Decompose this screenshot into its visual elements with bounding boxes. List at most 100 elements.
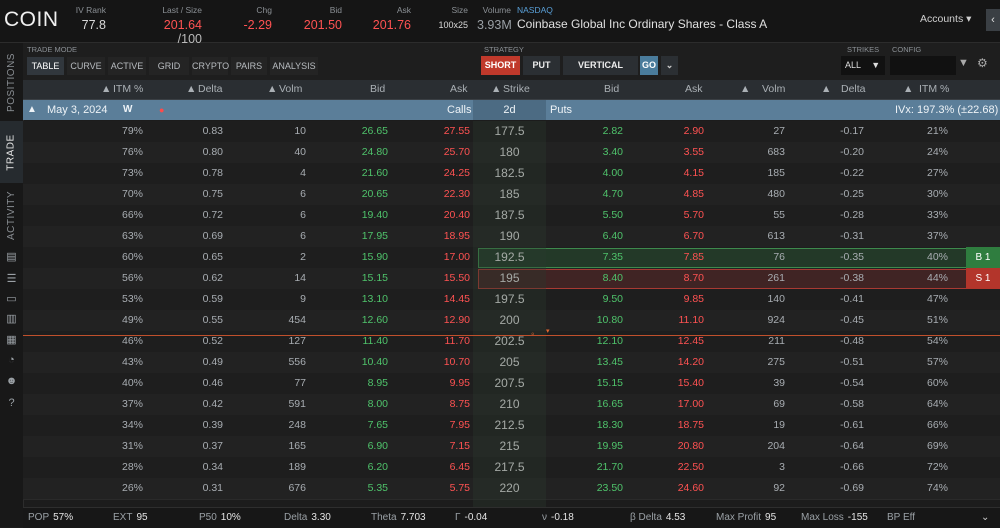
- p-bid-cell[interactable]: 2.82: [602, 125, 623, 137]
- c-bid-cell[interactable]: 21.60: [361, 167, 388, 179]
- c-bid-cell[interactable]: 8.95: [367, 377, 388, 389]
- filter-icon[interactable]: ▼: [958, 57, 969, 69]
- p-ask-cell[interactable]: 12.45: [677, 335, 704, 347]
- p-bid-cell[interactable]: 15.15: [596, 377, 623, 389]
- col-put-bid[interactable]: Bid: [604, 83, 620, 95]
- go-button[interactable]: GO: [640, 56, 658, 75]
- p-ask-cell[interactable]: 6.70: [683, 230, 704, 242]
- p-ask-cell[interactable]: 15.40: [677, 377, 704, 389]
- c-bid-cell[interactable]: 24.80: [361, 146, 388, 158]
- c-bid-cell[interactable]: 7.65: [367, 419, 388, 431]
- p-bid-cell[interactable]: 6.40: [602, 230, 623, 242]
- gear-icon[interactable]: ⚙: [977, 56, 988, 70]
- chart-icon[interactable]: ▥: [6, 313, 17, 325]
- p-bid-cell[interactable]: 23.50: [596, 482, 623, 494]
- expiration-row[interactable]: ▲ May 3, 2024 W ● Calls 2d Puts IVx: 197…: [23, 100, 1000, 120]
- p-bid-cell[interactable]: 3.40: [602, 146, 623, 158]
- col-put-ask[interactable]: Ask: [685, 83, 703, 95]
- strike-cell[interactable]: 202.5: [494, 334, 525, 348]
- p-bid-cell[interactable]: 4.70: [602, 188, 623, 200]
- c-ask-cell[interactable]: 7.95: [449, 419, 470, 431]
- clock-icon[interactable]: ◔: [8, 354, 15, 366]
- p-ask-cell[interactable]: 7.85: [683, 251, 704, 263]
- col-call-volm[interactable]: Volm: [279, 83, 303, 95]
- c-bid-cell[interactable]: 15.90: [361, 251, 388, 263]
- rail-tab-trade[interactable]: TRADE: [0, 121, 23, 183]
- col-put-volm[interactable]: Volm: [762, 83, 786, 95]
- c-ask-cell[interactable]: 15.50: [443, 272, 470, 284]
- c-ask-cell[interactable]: 22.30: [443, 188, 470, 200]
- config-input[interactable]: [890, 56, 956, 75]
- p-bid-cell[interactable]: 9.50: [602, 293, 623, 305]
- strike-cell[interactable]: 182.5: [494, 166, 525, 180]
- ticker-symbol[interactable]: COIN: [4, 8, 59, 31]
- c-bid-cell[interactable]: 17.95: [361, 230, 388, 242]
- p-bid-cell[interactable]: 7.35: [602, 251, 623, 263]
- p-bid-cell[interactable]: 8.40: [602, 272, 623, 284]
- p-ask-cell[interactable]: 8.70: [683, 272, 704, 284]
- strike-cell[interactable]: 207.5: [494, 376, 525, 390]
- c-bid-cell[interactable]: 5.35: [367, 482, 388, 494]
- c-ask-cell[interactable]: 24.25: [443, 167, 470, 179]
- p-ask-cell[interactable]: 24.60: [677, 482, 704, 494]
- p-bid-cell[interactable]: 12.10: [596, 335, 623, 347]
- c-ask-cell[interactable]: 11.70: [444, 335, 471, 347]
- col-call-bid[interactable]: Bid: [370, 83, 386, 95]
- strike-cell[interactable]: 187.5: [494, 208, 525, 222]
- accounts-menu[interactable]: Accounts ▾: [920, 13, 971, 25]
- col-put-delta[interactable]: Delta: [841, 83, 866, 95]
- c-bid-cell[interactable]: 8.00: [367, 398, 388, 410]
- list-icon[interactable]: ☰: [6, 273, 17, 285]
- p-ask-cell[interactable]: 4.15: [683, 167, 704, 179]
- put-button[interactable]: PUT: [523, 56, 560, 75]
- p-ask-cell[interactable]: 9.85: [683, 293, 704, 305]
- tab-curve[interactable]: CURVE: [67, 57, 105, 75]
- strike-cell[interactable]: 197.5: [494, 292, 525, 306]
- p-ask-cell[interactable]: 3.55: [683, 146, 704, 158]
- c-bid-cell[interactable]: 19.40: [361, 209, 388, 221]
- tab-active[interactable]: ACTIVE: [108, 57, 146, 75]
- c-ask-cell[interactable]: 9.95: [449, 377, 470, 389]
- window-icon[interactable]: ▭: [6, 293, 17, 305]
- c-bid-cell[interactable]: 20.65: [361, 188, 388, 200]
- c-ask-cell[interactable]: 12.90: [443, 314, 470, 326]
- p-bid-cell[interactable]: 21.70: [596, 461, 623, 473]
- tab-table[interactable]: TABLE: [27, 57, 64, 75]
- c-ask-cell[interactable]: 6.45: [449, 461, 470, 473]
- strike-cell[interactable]: 190: [499, 229, 520, 243]
- strike-cell[interactable]: 217.5: [494, 460, 525, 474]
- p-bid-cell[interactable]: 5.50: [602, 209, 623, 221]
- c-ask-cell[interactable]: 27.55: [443, 125, 470, 137]
- strike-cell[interactable]: 215: [499, 439, 520, 453]
- users-icon[interactable]: ☻: [5, 375, 18, 387]
- c-ask-cell[interactable]: 18.95: [443, 230, 470, 242]
- strike-cell[interactable]: 195: [499, 271, 520, 285]
- strike-cell[interactable]: 210: [499, 397, 520, 411]
- c-bid-cell[interactable]: 12.60: [361, 314, 388, 326]
- rail-tab-activity[interactable]: ACTIVITY: [0, 183, 23, 247]
- help-icon[interactable]: ?: [8, 397, 15, 409]
- strikes-select[interactable]: ALL ▼: [841, 56, 885, 75]
- c-ask-cell[interactable]: 5.75: [449, 482, 470, 494]
- p-bid-cell[interactable]: 18.30: [596, 419, 623, 431]
- p-bid-cell[interactable]: 10.80: [596, 314, 623, 326]
- rail-tab-positions[interactable]: POSITIONS: [0, 43, 23, 121]
- strategy-dropdown-button[interactable]: ⌄: [661, 56, 678, 75]
- strike-cell[interactable]: 220: [499, 481, 520, 495]
- c-ask-cell[interactable]: 25.70: [443, 146, 470, 158]
- expand-chevron-icon[interactable]: ⌄: [981, 512, 990, 523]
- strike-cell[interactable]: 192.5: [494, 250, 525, 264]
- vertical-button[interactable]: VERTICAL: [563, 56, 638, 75]
- p-ask-cell[interactable]: 5.70: [683, 209, 704, 221]
- document-icon[interactable]: ▤: [6, 251, 17, 263]
- c-ask-cell[interactable]: 17.00: [443, 251, 470, 263]
- strike-cell[interactable]: 185: [499, 187, 520, 201]
- strike-cell[interactable]: 200: [499, 313, 520, 327]
- col-put-itm[interactable]: ITM %: [919, 83, 950, 95]
- p-ask-cell[interactable]: 22.50: [677, 461, 704, 473]
- c-ask-cell[interactable]: 14.45: [443, 293, 470, 305]
- strike-cell[interactable]: 177.5: [494, 124, 525, 138]
- col-call-ask[interactable]: Ask: [450, 83, 468, 95]
- c-ask-cell[interactable]: 8.75: [449, 398, 470, 410]
- col-call-delta[interactable]: Delta: [198, 83, 223, 95]
